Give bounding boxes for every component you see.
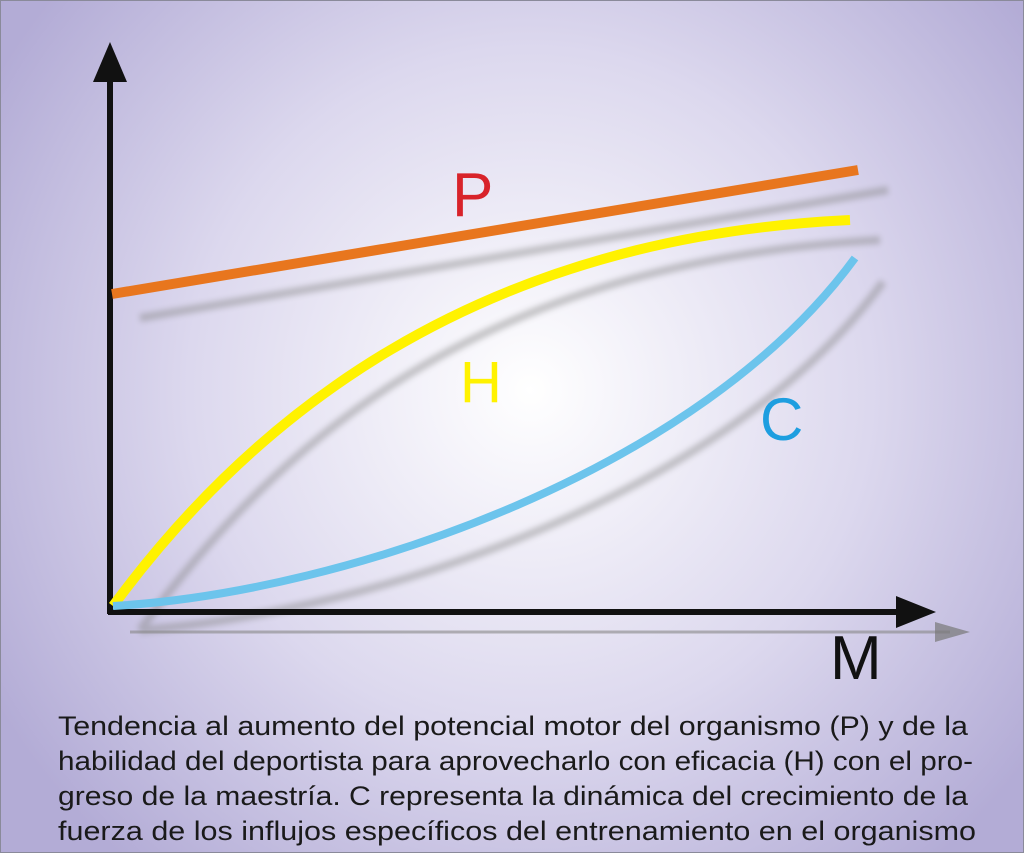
caption: Tendencia al aumento del potencial motor… [58,711,976,846]
x-axis-label: M [830,624,882,693]
curve-p [111,165,859,299]
caption-line: fuerza de los influjos específicos del e… [58,816,976,846]
label-p: P [452,161,493,230]
y-axis [93,42,127,614]
caption-line: Tendencia al aumento del potencial motor… [58,711,969,741]
y-axis-arrow-icon [93,42,127,82]
x-axis-arrow-icon [896,596,936,628]
curve-shadows [136,186,889,634]
x-axis-shadow [130,622,970,642]
caption-line: greso de la maestría. C representa la di… [58,781,969,811]
curve-h [108,215,851,609]
curve-c [112,255,859,610]
label-c: C [760,386,803,453]
x-axis [108,596,936,628]
label-h: H [460,350,502,415]
caption-line: habilidad del deportista para aprovechar… [58,746,973,776]
